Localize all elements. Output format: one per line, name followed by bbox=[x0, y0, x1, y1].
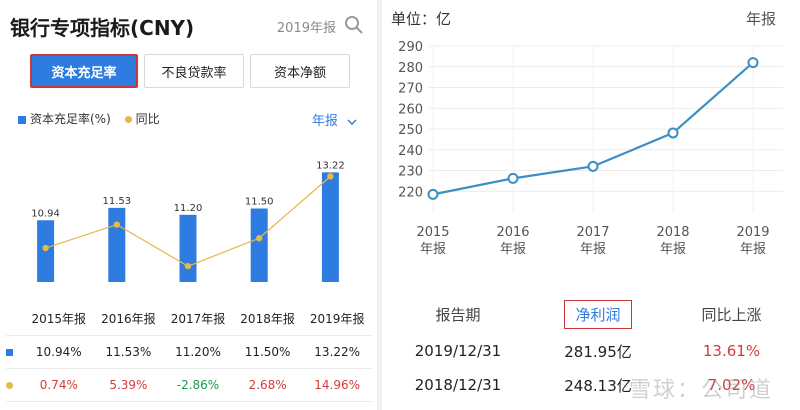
yoy-point[interactable] bbox=[42, 244, 49, 252]
bar[interactable] bbox=[179, 214, 197, 282]
table-cell: 2019/12/31 bbox=[414, 342, 502, 360]
tab-npl-ratio[interactable]: 不良贷款率 bbox=[144, 54, 244, 88]
y-tick-label: 240 bbox=[398, 144, 423, 159]
yoy-point[interactable] bbox=[184, 262, 192, 270]
bar-data-label: 11.50 bbox=[245, 197, 274, 208]
y-tick-label: 270 bbox=[398, 82, 423, 97]
bar-data-label: 11.20 bbox=[174, 203, 203, 214]
x-tick-label: 2017 bbox=[576, 225, 609, 240]
chevron-down-icon bbox=[347, 118, 357, 125]
table-cell: 13.61% bbox=[702, 342, 761, 360]
yoy-point[interactable] bbox=[256, 235, 263, 242]
table-header: 同比上涨 bbox=[701, 305, 762, 324]
tab-capital-adequacy[interactable]: 资本充足率 bbox=[30, 54, 138, 88]
bar-data-label: 13.22 bbox=[316, 160, 345, 171]
bar[interactable] bbox=[108, 207, 126, 282]
bar-legend-swatch bbox=[18, 115, 26, 124]
x-tick-label: 年报 bbox=[500, 242, 526, 257]
chart-legend: 资本充足率(%) 同比 年报 bbox=[18, 110, 368, 129]
net-profit-point[interactable] bbox=[667, 127, 679, 139]
line-legend-swatch bbox=[124, 116, 132, 123]
panel-header: 银行专项指标(CNY) 2019年报 bbox=[10, 12, 368, 40]
table-cell: -2.86% bbox=[163, 368, 233, 402]
table-header: 2015年报 bbox=[24, 302, 94, 336]
yoy-point[interactable] bbox=[113, 221, 121, 228]
table-header-row: 2015年报 2016年报 2017年报 2018年报 2019年报 bbox=[6, 302, 372, 336]
panel-divider bbox=[377, 0, 382, 410]
indicator-tabs: 资本充足率 不良贷款率 资本净额 bbox=[30, 54, 350, 88]
table-row: 2019/12/31 281.95亿 13.61% bbox=[383, 334, 800, 368]
table-cell: 2.68% bbox=[232, 368, 303, 402]
x-tick-label: 2018 bbox=[656, 225, 689, 240]
net-profit-point[interactable] bbox=[747, 57, 759, 69]
x-tick-label: 年报 bbox=[580, 242, 606, 257]
table-header-highlighted: 净利润 bbox=[564, 299, 632, 329]
bar[interactable] bbox=[250, 208, 268, 283]
x-tick-label: 年报 bbox=[420, 242, 446, 257]
net-profit-chart: 220 230 240 250 260 270 280 290 2015 年报 2016 年报 2017… bbox=[398, 40, 783, 257]
net-profit-point[interactable] bbox=[427, 188, 439, 200]
table-header: 2018年报 bbox=[232, 302, 303, 336]
report-period[interactable]: 年报 bbox=[745, 10, 776, 28]
report-period[interactable]: 2019年报 bbox=[276, 21, 336, 36]
table-header: 2017年报 bbox=[163, 302, 233, 336]
table-cell: 248.13亿 bbox=[564, 376, 632, 395]
x-tick-label: 年报 bbox=[660, 242, 686, 257]
panel-title: 银行专项指标(CNY) bbox=[10, 16, 195, 40]
net-profit-point[interactable] bbox=[587, 160, 599, 172]
legend-line-label: 同比 bbox=[135, 112, 160, 126]
indicator-table: 2015年报 2016年报 2017年报 2018年报 2019年报 10.94… bbox=[6, 302, 372, 402]
bar[interactable] bbox=[321, 172, 339, 282]
y-tick-label: 250 bbox=[398, 123, 423, 138]
y-tick-label: 280 bbox=[398, 61, 423, 76]
x-tick-label: 2016 bbox=[496, 225, 529, 240]
y-tick-label: 290 bbox=[398, 40, 423, 55]
table-header-row: 报告期 净利润 同比上涨 bbox=[383, 294, 800, 334]
bank-indicators-panel: 银行专项指标(CNY) 2019年报 资本充足率 不良贷款率 资本净额 资本充足… bbox=[0, 0, 376, 410]
legend-bar: 资本充足率(%) bbox=[18, 110, 111, 127]
net-profit-table: 报告期 净利润 同比上涨 2019/12/31 281.95亿 13.61% 2… bbox=[383, 294, 800, 402]
frequency-label: 年报 bbox=[311, 114, 338, 129]
table-cell: 13.22% bbox=[302, 335, 372, 369]
table-cell: 10.94% bbox=[24, 335, 94, 369]
table-row: 10.94% 11.53% 11.20% 11.50% 13.22% bbox=[6, 335, 372, 369]
watermark: 雪球：公司道 bbox=[629, 378, 774, 403]
table-cell: 11.20% bbox=[163, 335, 233, 369]
yoy-point[interactable] bbox=[327, 173, 334, 180]
table-header: 2019年报 bbox=[302, 302, 372, 336]
frequency-select[interactable]: 年报 bbox=[312, 110, 358, 129]
table-header: 2016年报 bbox=[93, 302, 164, 336]
table-cell: 7.02% bbox=[707, 376, 756, 394]
bar-data-label: 10.94 bbox=[31, 208, 60, 219]
x-tick-label: 2019 bbox=[736, 225, 769, 240]
table-cell: 11.50% bbox=[232, 335, 303, 369]
table-cell: 2018/12/31 bbox=[414, 376, 502, 394]
table-row: 2018/12/31 248.13亿 7.02% bbox=[383, 368, 800, 402]
table-header: 报告期 bbox=[435, 305, 481, 324]
unit-label: 单位：亿 bbox=[391, 10, 452, 28]
table-row: 0.74% 5.39% -2.86% 2.68% 14.96% bbox=[6, 368, 372, 402]
y-tick-label: 260 bbox=[398, 102, 423, 117]
y-tick-label: 230 bbox=[398, 165, 423, 180]
table-cell: 11.53% bbox=[93, 335, 164, 369]
search-icon[interactable] bbox=[344, 15, 364, 35]
legend-line: 同比 bbox=[124, 110, 160, 127]
x-tick-label: 年报 bbox=[740, 242, 766, 257]
legend-bar-label: 资本充足率(%) bbox=[30, 112, 111, 126]
table-cell: 5.39% bbox=[93, 368, 164, 402]
bar-series-marker bbox=[6, 348, 13, 356]
x-tick-label: 2015 bbox=[416, 225, 449, 240]
table-cell: 281.95亿 bbox=[564, 342, 632, 361]
table-cell: 14.96% bbox=[302, 368, 372, 402]
net-profit-point[interactable] bbox=[507, 172, 519, 184]
capital-adequacy-chart: 10.94 11.53 11.20 11.50 13.22 bbox=[31, 160, 345, 283]
line-series-marker bbox=[6, 381, 13, 389]
y-tick-label: 220 bbox=[398, 185, 423, 200]
tab-net-capital[interactable]: 资本净额 bbox=[250, 54, 350, 88]
bar-data-label: 11.53 bbox=[102, 196, 131, 207]
net-profit-panel: 单位：亿 年报 220 230 240 250 260 270 280 290 2015 年报 20… bbox=[383, 0, 800, 410]
table-cell: 0.74% bbox=[24, 368, 94, 402]
